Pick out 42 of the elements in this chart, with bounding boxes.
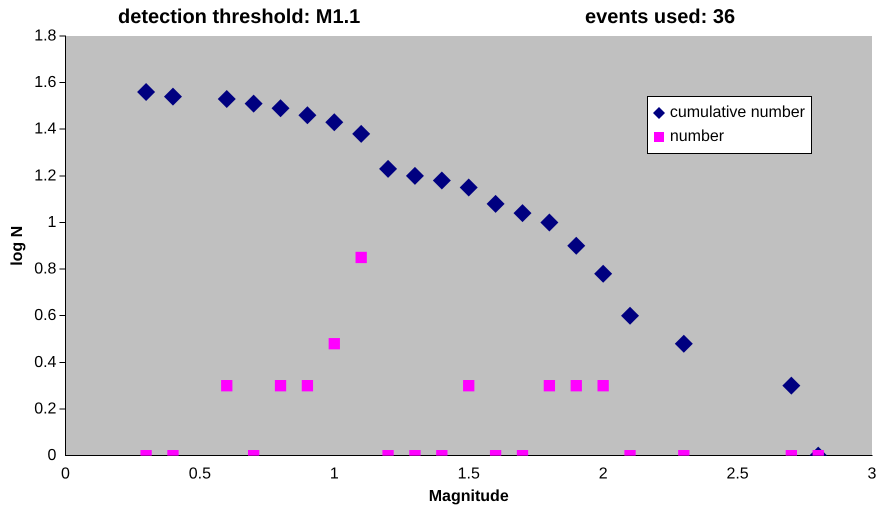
x-tick-label: 3	[868, 466, 877, 483]
y-tick-label: 1	[48, 214, 57, 231]
x-tick-label: 1.5	[458, 466, 480, 483]
point	[540, 213, 558, 232]
y-tick-label: 1.2	[34, 167, 57, 184]
point	[379, 160, 398, 178]
x-axis-title: Magnitude	[428, 488, 509, 505]
point	[486, 194, 505, 213]
y-tick-label: 1.8	[34, 27, 57, 44]
x-tick-label: 2	[598, 466, 608, 483]
x-tick-label: 0	[60, 466, 70, 483]
y-tick-label: 0.4	[34, 354, 57, 371]
x-tick-label: 1	[330, 466, 339, 483]
point	[460, 178, 478, 197]
point	[356, 252, 367, 264]
y-tick-label: 0.8	[34, 260, 57, 278]
point	[432, 172, 451, 190]
y-tick-label: 1.6	[34, 74, 57, 92]
point	[406, 166, 424, 185]
point	[218, 90, 236, 108]
chart-subtitle: events used: 36	[585, 6, 736, 29]
y-tick-label: 1.4	[34, 120, 57, 138]
x-tick-label: 2.5	[726, 466, 749, 483]
point	[594, 264, 612, 283]
point	[244, 94, 263, 113]
y-tick-label: 0.6	[34, 307, 57, 324]
point	[352, 124, 370, 143]
point	[272, 99, 290, 118]
x-tick-label: 0.5	[188, 466, 212, 483]
y-axis-title: log N	[9, 226, 26, 266]
chart-title: detection threshold: M1.1	[118, 6, 360, 29]
point	[137, 82, 156, 101]
point	[298, 106, 316, 124]
legend-label: cumulative number	[670, 104, 805, 122]
point	[325, 113, 344, 132]
point	[164, 88, 182, 106]
legend-label: number	[670, 128, 724, 146]
point	[567, 236, 586, 255]
y-tick-label: 0	[48, 447, 57, 464]
y-tick-label: 0.2	[34, 400, 57, 418]
point	[513, 204, 532, 222]
point	[621, 306, 640, 325]
